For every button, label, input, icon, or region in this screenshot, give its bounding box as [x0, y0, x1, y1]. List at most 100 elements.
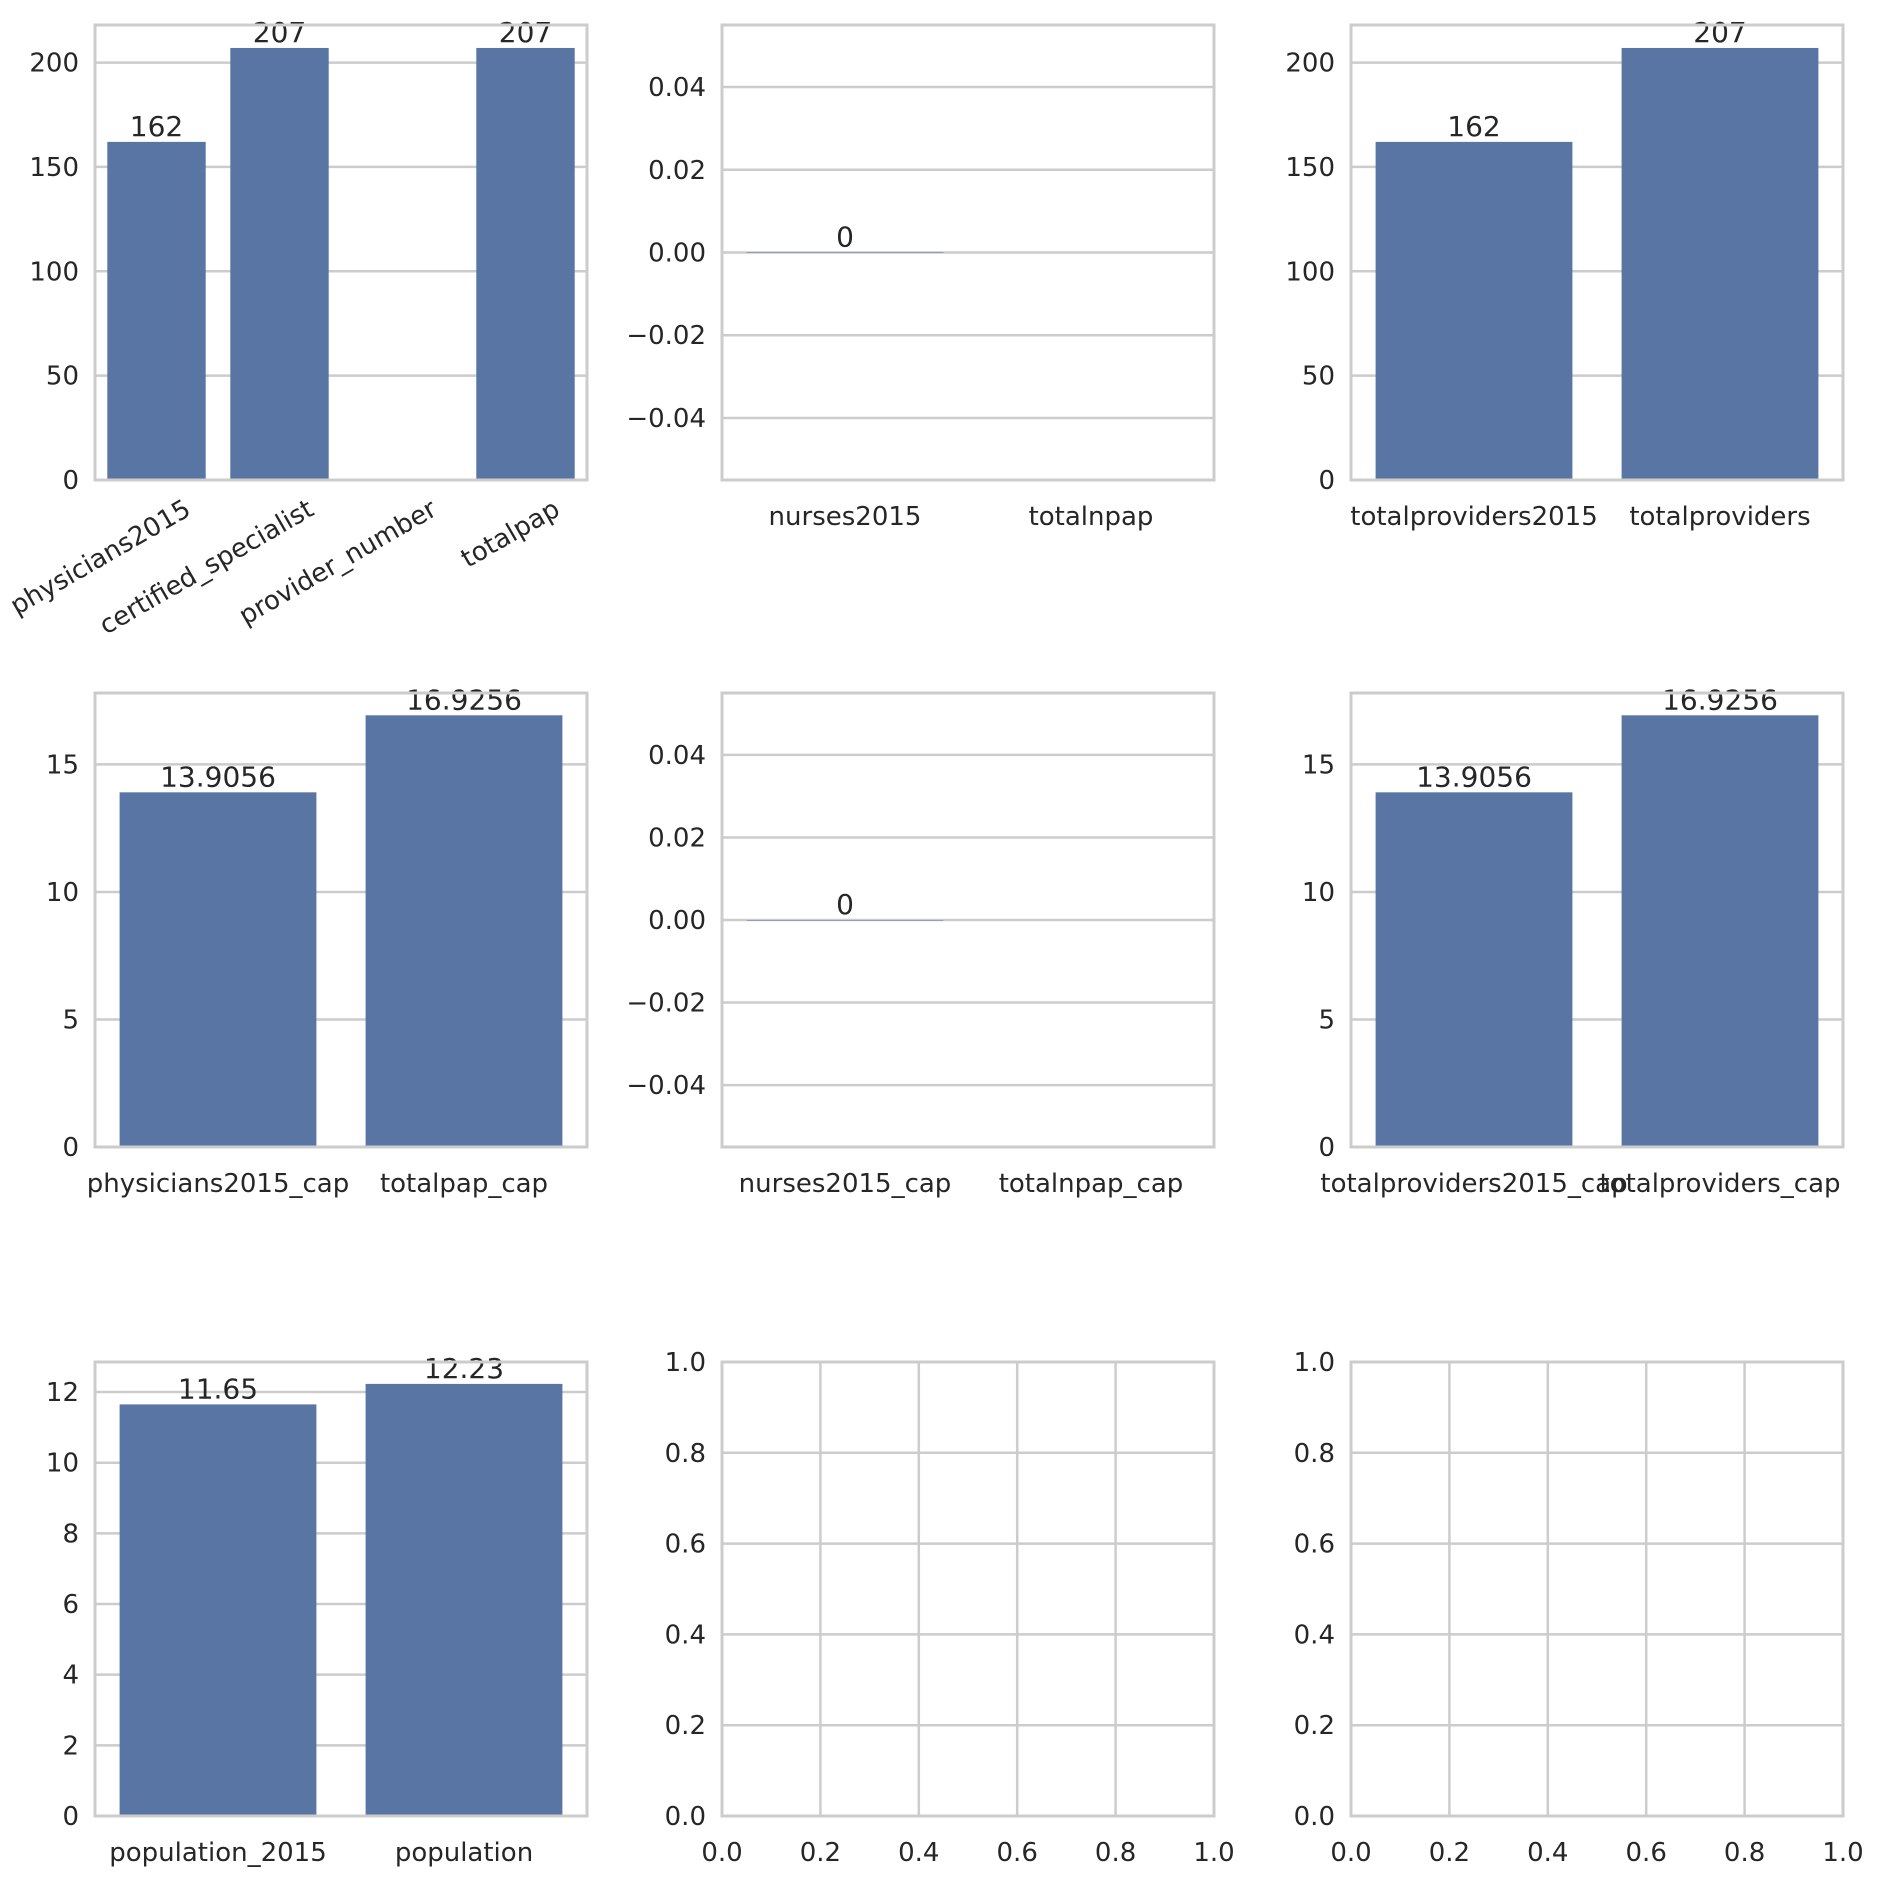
x-tick-label: 0.2: [800, 1838, 841, 1868]
bar-nurses2015: [746, 252, 944, 253]
y-tick-label: 0.4: [1294, 1620, 1335, 1650]
axes-frame: [1349, 691, 1845, 1149]
bar-value-label: 16.9256: [1662, 683, 1778, 716]
bar-value-label: 162: [130, 110, 183, 143]
bar-value-label: 12.23: [424, 1352, 504, 1385]
bar-totalpap: [476, 47, 575, 481]
y-tick-label: 0.2: [665, 1711, 706, 1741]
y-tick-label: 0.0: [665, 1802, 706, 1832]
bar-value-label: 0: [836, 888, 854, 921]
x-tick-label: 0.4: [1527, 1838, 1568, 1868]
bar-totalproviders2015_cap: [1375, 792, 1573, 1147]
y-tick-label: 100: [29, 257, 79, 287]
bar-totalproviders2015: [1375, 141, 1573, 480]
x-tick-label: nurses2015_cap: [739, 1169, 952, 1199]
y-tick-label: 100: [1285, 257, 1335, 287]
y-tick-label: −0.02: [626, 989, 706, 1019]
axes-frame: [1349, 1360, 1845, 1818]
axes-frame: [93, 691, 589, 1149]
y-tick-label: 0.00: [648, 239, 706, 269]
y-tick-label: 4: [62, 1661, 79, 1691]
x-tick-label: 0.8: [1724, 1838, 1765, 1868]
bar-certified_specialist: [230, 47, 329, 481]
y-tick-label: 0.6: [665, 1530, 706, 1560]
y-tick-label: −0.04: [626, 404, 706, 434]
x-tick-label: totalproviders2015_cap: [1320, 1169, 1627, 1199]
y-tick-label: 200: [1285, 49, 1335, 79]
y-tick-label: 0: [62, 1133, 79, 1163]
y-tick-label: 50: [46, 362, 79, 392]
bar-totalpap_cap: [365, 715, 563, 1147]
x-tick-label: 0.8: [1095, 1838, 1136, 1868]
y-tick-label: 15: [1302, 750, 1335, 780]
bar-value-label: 207: [253, 16, 306, 49]
x-tick-label: totalproviders2015: [1350, 502, 1598, 532]
bar-value-label: 13.9056: [1416, 760, 1532, 793]
y-tick-label: 10: [46, 878, 79, 908]
x-tick-label: 0.6: [997, 1838, 1038, 1868]
bar-value-label: 16.9256: [406, 683, 522, 716]
y-tick-label: 0.2: [1294, 1711, 1335, 1741]
bar-value-label: 162: [1447, 110, 1500, 143]
bar-value-label: 13.9056: [160, 760, 276, 793]
y-tick-label: 150: [29, 153, 79, 183]
bar-totalproviders_cap: [1621, 715, 1819, 1147]
y-tick-label: 0.04: [648, 741, 706, 771]
y-tick-label: −0.04: [626, 1071, 706, 1101]
y-tick-label: 0: [1318, 466, 1335, 496]
axes-frame: [93, 1360, 589, 1818]
y-tick-label: 0.02: [648, 823, 706, 853]
bar-physicians2015: [107, 141, 206, 480]
y-tick-label: 0.8: [1294, 1439, 1335, 1469]
y-tick-label: 0.6: [1294, 1530, 1335, 1560]
x-tick-label: population_2015: [109, 1838, 327, 1868]
y-tick-label: 150: [1285, 153, 1335, 183]
bar-population_2015: [119, 1404, 317, 1816]
y-tick-label: 6: [62, 1590, 79, 1620]
y-tick-label: 0.0: [1294, 1802, 1335, 1832]
y-tick-label: 12: [46, 1378, 79, 1408]
x-tick-label: totalnpap: [1029, 502, 1154, 532]
y-tick-label: 10: [1302, 878, 1335, 908]
y-tick-label: 1.0: [665, 1348, 706, 1378]
x-tick-label: population: [395, 1838, 533, 1868]
y-tick-label: 15: [46, 750, 79, 780]
x-tick-label: 1.0: [1193, 1838, 1234, 1868]
y-tick-label: 0.8: [665, 1439, 706, 1469]
x-tick-label: 0.6: [1626, 1838, 1667, 1868]
x-tick-label: 1.0: [1822, 1838, 1863, 1868]
x-tick-label: 0.4: [898, 1838, 939, 1868]
x-tick-label: totalproviders_cap: [1599, 1169, 1840, 1199]
bar-value-label: 0: [836, 221, 854, 254]
y-tick-label: 1.0: [1294, 1348, 1335, 1378]
y-tick-label: 5: [62, 1005, 79, 1035]
bar-value-label: 207: [499, 16, 552, 49]
y-tick-label: 0: [1318, 1133, 1335, 1163]
bar-population: [365, 1383, 563, 1816]
y-tick-label: 200: [29, 49, 79, 79]
x-tick-label: 0.0: [1330, 1838, 1371, 1868]
y-tick-label: 0.00: [648, 906, 706, 936]
y-tick-label: 10: [46, 1449, 79, 1479]
y-tick-label: 5: [1318, 1005, 1335, 1035]
axes-frame: [1349, 23, 1845, 482]
x-tick-label: totalpap_cap: [380, 1169, 548, 1199]
bar-physicians2015_cap: [119, 792, 317, 1147]
axes-frame: [93, 23, 589, 482]
axes-frame: [720, 23, 1216, 482]
axes-frame: [720, 1360, 1216, 1818]
y-tick-label: 50: [1302, 362, 1335, 392]
x-tick-label: totalproviders: [1629, 502, 1810, 532]
y-tick-label: −0.02: [626, 321, 706, 351]
bar-totalproviders: [1621, 47, 1819, 481]
x-tick-label: totalnpap_cap: [999, 1169, 1184, 1199]
x-tick-label: 0.2: [1429, 1838, 1470, 1868]
x-tick-label: nurses2015: [769, 502, 922, 532]
bar-value-label: 11.65: [178, 1372, 258, 1405]
y-tick-label: 0: [62, 1802, 79, 1832]
axes-frame: [720, 691, 1216, 1149]
y-tick-label: 0.02: [648, 156, 706, 186]
y-tick-label: 8: [62, 1519, 79, 1549]
x-tick-label: 0.0: [701, 1838, 742, 1868]
